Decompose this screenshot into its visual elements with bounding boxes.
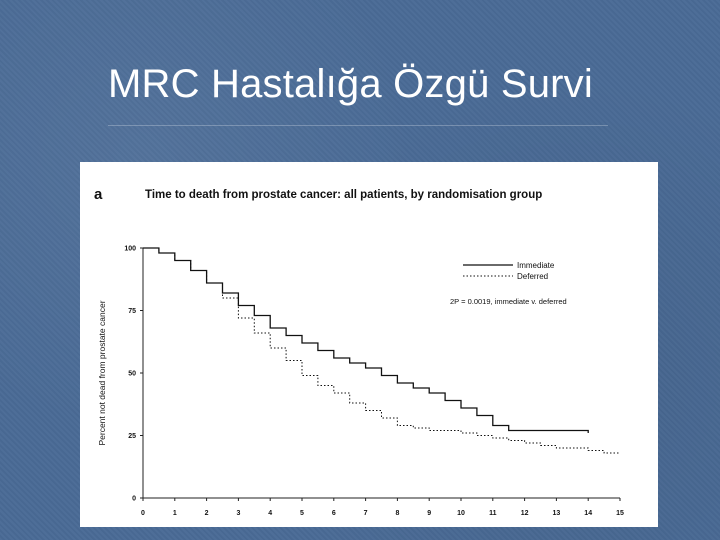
y-tick-group: 0 25 50 75 100 bbox=[124, 246, 143, 503]
x-tick-label: 10 bbox=[457, 510, 465, 517]
y-tick-label: 50 bbox=[128, 371, 136, 378]
chart-title: Time to death from prostate cancer: all … bbox=[145, 189, 542, 201]
y-tick-label: 100 bbox=[124, 246, 136, 253]
chart-figure: a Time to death from prostate cancer: al… bbox=[80, 162, 658, 527]
y-tick-label: 25 bbox=[128, 433, 136, 440]
x-tick-label: 12 bbox=[521, 510, 529, 517]
x-tick-label: 8 bbox=[395, 510, 399, 517]
series-line-deferred bbox=[143, 247, 620, 454]
x-tick-label: 11 bbox=[489, 510, 497, 517]
x-tick-label: 14 bbox=[584, 510, 592, 517]
slide-title: MRC Hastalığa Özgü Survi bbox=[108, 62, 593, 106]
x-tick-label: 6 bbox=[332, 510, 336, 517]
y-tick-label: 75 bbox=[128, 308, 136, 315]
x-tick-label: 13 bbox=[553, 510, 561, 517]
x-tick-label: 15 bbox=[616, 510, 624, 517]
panel-letter: a bbox=[94, 186, 103, 203]
x-tick-label: 0 bbox=[141, 510, 145, 517]
x-tick-label: 2 bbox=[205, 510, 209, 517]
p-value-annotation: 2P = 0.0019, immediate v. deferred bbox=[450, 297, 567, 306]
x-tick-label: 9 bbox=[427, 510, 431, 517]
survival-chart: a Time to death from prostate cancer: al… bbox=[94, 186, 624, 517]
legend-label-immediate: Immediate bbox=[517, 261, 555, 270]
series-group bbox=[143, 247, 620, 454]
y-tick-label: 0 bbox=[132, 496, 136, 503]
x-tick-group: 0 1 2 3 4 5 6 7 8 9 10 11 12 13 14 15 bbox=[141, 498, 624, 517]
x-tick-label: 4 bbox=[268, 510, 272, 517]
legend-label-deferred: Deferred bbox=[517, 272, 548, 281]
y-axis-label: Percent not dead from prostate cancer bbox=[97, 300, 107, 445]
legend: Immediate Deferred bbox=[463, 261, 555, 281]
x-tick-label: 1 bbox=[173, 510, 177, 517]
x-tick-label: 7 bbox=[364, 510, 368, 517]
x-tick-label: 3 bbox=[236, 510, 240, 517]
title-divider bbox=[108, 125, 608, 126]
x-tick-label: 5 bbox=[300, 510, 304, 517]
